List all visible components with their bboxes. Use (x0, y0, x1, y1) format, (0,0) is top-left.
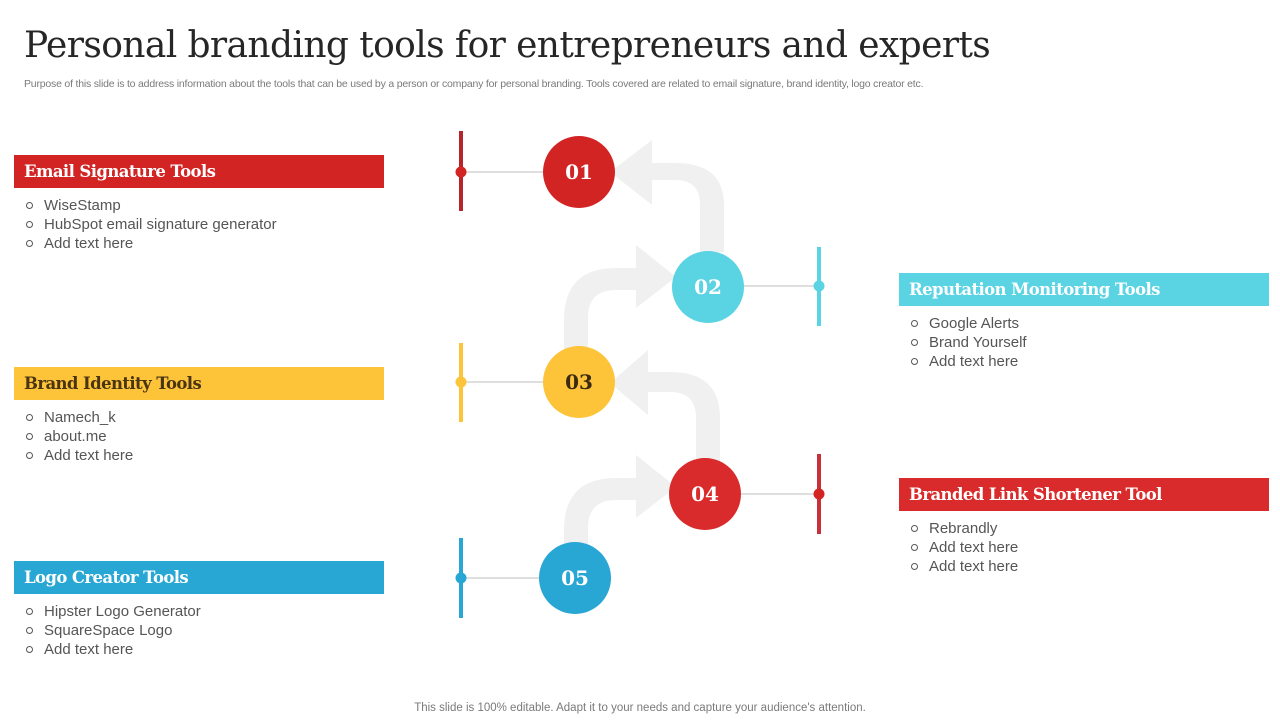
list-item: WiseStamp (24, 196, 384, 215)
circle-bullet-icon (26, 627, 33, 634)
marker-04 (813, 454, 825, 534)
tool-list: Rebrandly Add text here Add text here (899, 511, 1269, 576)
card-title: Branded Link Shortener Tool (899, 478, 1269, 511)
list-item: about.me (24, 427, 384, 446)
slide-footer: This slide is 100% editable. Adapt it to… (414, 702, 866, 714)
step-number: 02 (694, 275, 722, 299)
circle-bullet-icon (26, 646, 33, 653)
card-branded-link-shortener-tool: Branded Link Shortener Tool Rebrandly Ad… (899, 478, 1269, 576)
card-title: Reputation Monitoring Tools (899, 273, 1269, 306)
card-title: Logo Creator Tools (14, 561, 384, 594)
step-circle-02: 02 (672, 251, 744, 323)
list-item: Add text here (24, 640, 384, 659)
card-title: Email Signature Tools (14, 155, 384, 188)
circle-bullet-icon (26, 608, 33, 615)
step-number: 01 (565, 160, 593, 184)
arrow-04-to-03-icon (610, 350, 720, 462)
circle-bullet-icon (26, 202, 33, 209)
card-logo-creator-tools: Logo Creator Tools Hipster Logo Generato… (14, 561, 384, 659)
circle-bullet-icon (26, 240, 33, 247)
marker-05 (455, 538, 467, 618)
list-item: Brand Yourself (909, 333, 1269, 352)
arrow-03-to-02-icon (564, 245, 676, 350)
card-title: Brand Identity Tools (14, 367, 384, 400)
list-item: Rebrandly (909, 519, 1269, 538)
circle-bullet-icon (911, 358, 918, 365)
list-item: SquareSpace Logo (24, 621, 384, 640)
card-email-signature-tools: Email Signature Tools WiseStamp HubSpot … (14, 155, 384, 253)
step-circle-03: 03 (543, 346, 615, 418)
list-item: Add text here (909, 352, 1269, 371)
marker-01 (455, 131, 467, 211)
circle-bullet-icon (26, 433, 33, 440)
arrow-05-to-04-icon (564, 455, 676, 545)
circle-bullet-icon (911, 320, 918, 327)
list-item: Add text here (24, 234, 384, 253)
slide-title: Personal branding tools for entrepreneur… (24, 25, 991, 66)
list-item: Namech_k (24, 408, 384, 427)
marker-03 (455, 343, 467, 422)
tool-list: WiseStamp HubSpot email signature genera… (14, 188, 384, 253)
circle-bullet-icon (911, 563, 918, 570)
circle-bullet-icon (911, 525, 918, 532)
card-brand-identity-tools: Brand Identity Tools Namech_k about.me A… (14, 367, 384, 465)
list-item: Add text here (24, 446, 384, 465)
list-item: Add text here (909, 557, 1269, 576)
marker-02 (813, 247, 825, 326)
circle-bullet-icon (26, 452, 33, 459)
card-reputation-monitoring-tools: Reputation Monitoring Tools Google Alert… (899, 273, 1269, 371)
step-circle-01: 01 (543, 136, 615, 208)
step-circle-05: 05 (539, 542, 611, 614)
circle-bullet-icon (26, 414, 33, 421)
list-item: Hipster Logo Generator (24, 602, 384, 621)
slide-subtitle: Purpose of this slide is to address info… (24, 78, 924, 90)
list-item: Add text here (909, 538, 1269, 557)
list-item: Google Alerts (909, 314, 1269, 333)
arrow-02-to-01-icon (610, 140, 724, 252)
tool-list: Namech_k about.me Add text here (14, 400, 384, 465)
step-number: 05 (561, 566, 589, 590)
step-circle-04: 04 (669, 458, 741, 530)
circle-bullet-icon (26, 221, 33, 228)
tool-list: Google Alerts Brand Yourself Add text he… (899, 306, 1269, 371)
circle-bullet-icon (911, 339, 918, 346)
list-item: HubSpot email signature generator (24, 215, 384, 234)
step-number: 04 (691, 482, 719, 506)
circle-bullet-icon (911, 544, 918, 551)
step-number: 03 (565, 370, 593, 394)
tool-list: Hipster Logo Generator SquareSpace Logo … (14, 594, 384, 659)
